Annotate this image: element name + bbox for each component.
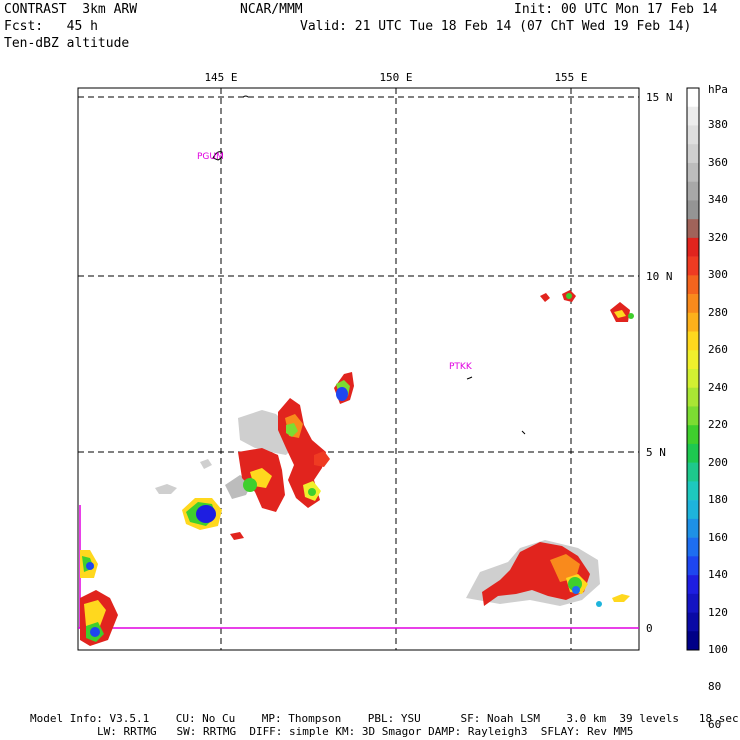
valid-time: Valid: 21 UTC Tue 18 Feb 14 (07 ChT Wed … bbox=[300, 19, 692, 34]
colorbar-swatch bbox=[687, 294, 699, 314]
echo-cell bbox=[200, 459, 212, 469]
colorbar-swatch bbox=[687, 125, 699, 145]
island-outline bbox=[242, 95, 249, 98]
colorbar-tick-label: 360 bbox=[708, 155, 728, 169]
lon-label-150: 150 E bbox=[379, 71, 413, 84]
colorbar-swatch bbox=[687, 331, 699, 351]
island-guam bbox=[212, 151, 223, 161]
init-time: Init: 00 UTC Mon 17 Feb 14 bbox=[514, 2, 718, 17]
colorbar-swatch bbox=[687, 106, 699, 126]
echo-cells bbox=[80, 290, 634, 646]
lat-label-equator: 0 bbox=[646, 622, 653, 635]
model-title: CONTRAST 3km ARW bbox=[4, 2, 138, 17]
echo-cell bbox=[230, 532, 244, 540]
colorbar-swatch bbox=[687, 481, 699, 501]
colorbar-swatch bbox=[687, 200, 699, 220]
echo-cell bbox=[612, 594, 630, 602]
echo-cell bbox=[196, 505, 216, 523]
colorbar-swatch bbox=[687, 350, 699, 370]
footer-line1: Model Info: V3.5.1 CU: No Cu MP: Thompso… bbox=[30, 712, 739, 725]
lon-label-155: 155 E bbox=[554, 71, 588, 84]
colorbar-tick-label: 160 bbox=[708, 530, 728, 544]
colorbar bbox=[686, 87, 700, 651]
echo-cell bbox=[86, 562, 94, 570]
echo-cell bbox=[628, 313, 634, 319]
colorbar-swatch bbox=[687, 88, 699, 108]
colorbar-swatch bbox=[687, 369, 699, 389]
colorbar-tick-label: 380 bbox=[708, 118, 728, 132]
colorbar-tick-label: 280 bbox=[708, 305, 728, 319]
colorbar-unit: hPa bbox=[708, 83, 728, 96]
echo-cell bbox=[614, 310, 626, 318]
echo-cell bbox=[243, 478, 257, 492]
colorbar-swatch bbox=[687, 593, 699, 613]
echo-cell bbox=[314, 451, 330, 467]
colorbar-frame bbox=[686, 87, 700, 651]
colorbar-swatch bbox=[687, 181, 699, 201]
colorbar-tick-label: 140 bbox=[708, 568, 728, 582]
echo-cell bbox=[90, 627, 100, 637]
station-label-pgum: PGUM bbox=[197, 152, 224, 162]
colorbar-swatch bbox=[687, 275, 699, 295]
colorbar-swatch bbox=[687, 256, 699, 276]
echo-cell bbox=[84, 600, 106, 626]
echo-cell bbox=[596, 601, 602, 607]
echo-cell bbox=[308, 488, 316, 496]
colorbar-swatch bbox=[687, 406, 699, 426]
lat-label-15n: 15 N bbox=[646, 91, 673, 104]
colorbar-tick-label: 240 bbox=[708, 380, 728, 394]
colorbar-swatch bbox=[687, 537, 699, 557]
island-chuuk bbox=[466, 376, 473, 380]
station-label-ptkk: PTKK bbox=[449, 362, 472, 372]
colorbar-tick-label: 300 bbox=[708, 268, 728, 282]
colorbar-tick-label: 80 bbox=[708, 680, 722, 694]
colorbar-tick-label: 180 bbox=[708, 493, 728, 507]
colorbar-swatch bbox=[687, 144, 699, 164]
colorbar-tick-label: 200 bbox=[708, 455, 728, 469]
lon-label-145: 145 E bbox=[204, 71, 238, 84]
colorbar-swatch bbox=[687, 387, 699, 407]
island-outlines bbox=[212, 95, 526, 435]
colorbar-swatch bbox=[687, 462, 699, 482]
colorbar-swatch bbox=[687, 237, 699, 257]
colorbar-swatch bbox=[687, 556, 699, 576]
organization: NCAR/MMM bbox=[240, 2, 303, 17]
colorbar-swatch bbox=[687, 425, 699, 445]
colorbar-tick-label: 260 bbox=[708, 343, 728, 357]
lat-label-5n: 5 N bbox=[646, 446, 666, 459]
echo-cell bbox=[286, 423, 298, 437]
colorbar-swatch bbox=[687, 443, 699, 463]
colorbar-tick-label: 100 bbox=[708, 643, 728, 656]
colorbar-swatch bbox=[687, 312, 699, 332]
echo-cell bbox=[155, 484, 177, 494]
colorbar-tick-label: 220 bbox=[708, 418, 728, 432]
colorbar-swatch bbox=[687, 575, 699, 595]
echo-cell bbox=[566, 293, 572, 299]
colorbar-tick-label: 120 bbox=[708, 605, 728, 619]
echo-cell bbox=[540, 293, 550, 302]
footer-line2: LW: RRTMG SW: RRTMG DIFF: simple KM: 3D … bbox=[97, 725, 634, 738]
colorbar-swatch bbox=[687, 518, 699, 538]
island-outline bbox=[521, 430, 526, 435]
colorbar-swatch bbox=[687, 162, 699, 182]
colorbar-tick-label: 60 bbox=[708, 717, 722, 731]
gridlines bbox=[78, 88, 639, 650]
forecast-hour: Fcst: 45 h bbox=[4, 19, 98, 34]
colorbar-tick-label: 340 bbox=[708, 193, 728, 207]
colorbar-tick-label: 320 bbox=[708, 230, 728, 244]
colorbar-swatch bbox=[687, 631, 699, 651]
colorbar-swatch bbox=[687, 612, 699, 632]
echo-cell bbox=[336, 387, 348, 401]
colorbar-swatch bbox=[687, 219, 699, 239]
echo-cell bbox=[550, 554, 580, 582]
echo-cell bbox=[572, 586, 580, 594]
field-name: Ten-dBZ altitude bbox=[4, 36, 130, 51]
colorbar-swatch bbox=[687, 500, 699, 520]
lat-label-10n: 10 N bbox=[646, 270, 673, 283]
